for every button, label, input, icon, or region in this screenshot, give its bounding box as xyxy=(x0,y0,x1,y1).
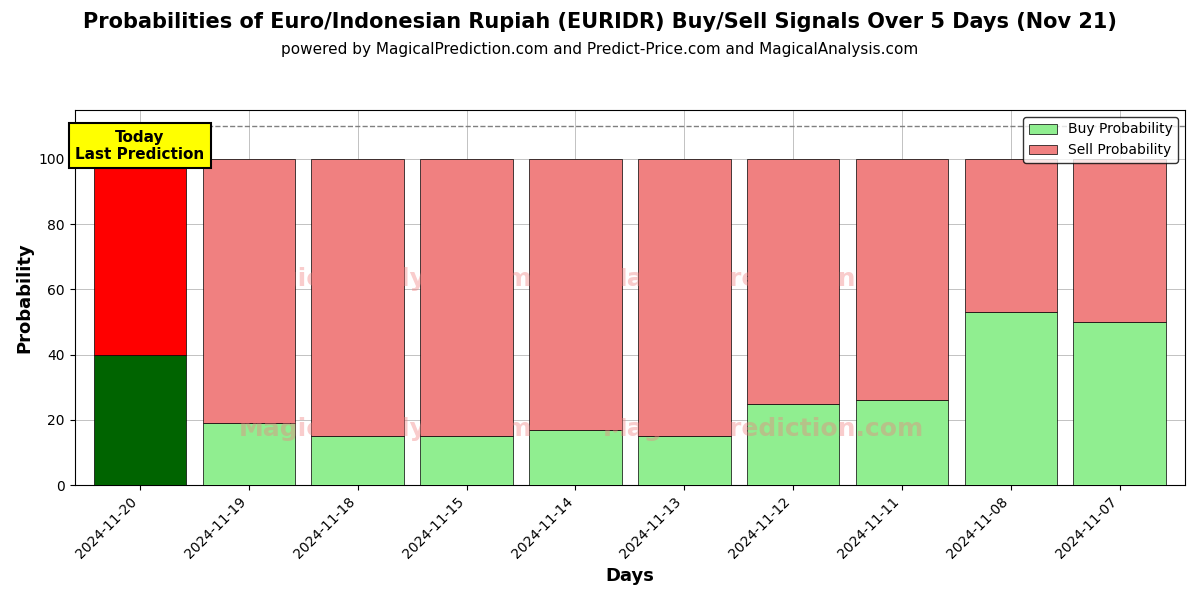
Text: Probabilities of Euro/Indonesian Rupiah (EURIDR) Buy/Sell Signals Over 5 Days (N: Probabilities of Euro/Indonesian Rupiah … xyxy=(83,12,1117,32)
Bar xyxy=(746,404,839,485)
Legend: Buy Probability, Sell Probability: Buy Probability, Sell Probability xyxy=(1024,117,1178,163)
Bar xyxy=(203,423,295,485)
Bar xyxy=(529,430,622,485)
Bar xyxy=(856,159,948,400)
X-axis label: Days: Days xyxy=(605,567,654,585)
Bar xyxy=(420,436,512,485)
Bar xyxy=(1074,159,1166,322)
Bar xyxy=(94,159,186,355)
Text: Today
Last Prediction: Today Last Prediction xyxy=(76,130,204,162)
Bar xyxy=(638,159,731,436)
Text: MagicalPrediction.com: MagicalPrediction.com xyxy=(602,267,924,291)
Bar xyxy=(965,159,1057,312)
Bar xyxy=(638,436,731,485)
Bar xyxy=(312,436,404,485)
Bar xyxy=(94,355,186,485)
Bar xyxy=(529,159,622,430)
Bar xyxy=(312,159,404,436)
Bar xyxy=(1074,322,1166,485)
Text: powered by MagicalPrediction.com and Predict-Price.com and MagicalAnalysis.com: powered by MagicalPrediction.com and Pre… xyxy=(281,42,919,57)
Text: MagicalPrediction.com: MagicalPrediction.com xyxy=(602,417,924,441)
Bar xyxy=(420,159,512,436)
Text: MagicalAnalysis.com: MagicalAnalysis.com xyxy=(239,267,533,291)
Y-axis label: Probability: Probability xyxy=(16,242,34,353)
Bar xyxy=(965,312,1057,485)
Text: MagicalAnalysis.com: MagicalAnalysis.com xyxy=(239,417,533,441)
Bar xyxy=(856,400,948,485)
Bar xyxy=(746,159,839,404)
Bar xyxy=(203,159,295,423)
